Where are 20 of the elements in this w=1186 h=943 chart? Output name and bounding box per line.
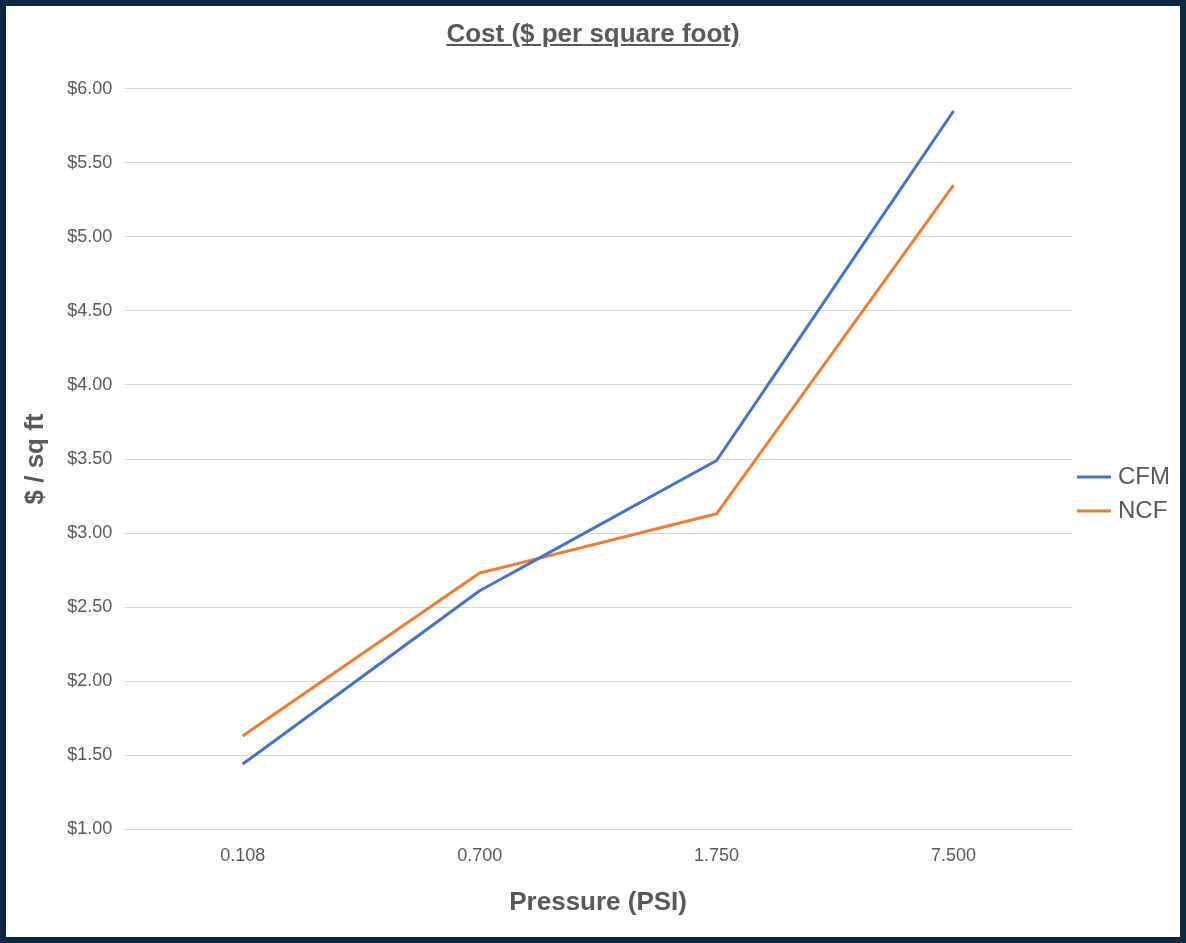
y-tick-label: $6.00 <box>67 77 113 98</box>
x-tick-label: 0.700 <box>457 844 503 865</box>
y-tick-label: $3.00 <box>67 522 113 543</box>
y-tick-label: $1.50 <box>67 744 113 765</box>
y-tick-label: $5.50 <box>67 151 113 172</box>
y-tick-label: $4.50 <box>67 299 113 320</box>
y-tick-label: $1.00 <box>67 818 113 839</box>
y-axis-title: $ / sq ft <box>18 413 49 505</box>
chart-title: Cost ($ per square foot) <box>445 18 741 49</box>
x-tick-label: 0.108 <box>220 844 266 865</box>
x-tick-label: 7.500 <box>931 844 977 865</box>
y-tick-label: $3.50 <box>67 447 113 468</box>
legend-label: CFM <box>1118 461 1170 489</box>
legend-label: NCF <box>1118 495 1168 523</box>
x-tick-label: 1.750 <box>694 844 740 865</box>
x-axis-title: Pressure (PSI) <box>509 885 687 916</box>
y-tick-label: $5.00 <box>67 225 113 246</box>
y-tick-label: $2.50 <box>67 596 113 617</box>
y-tick-label: $4.00 <box>67 373 113 394</box>
y-tick-label: $2.00 <box>67 670 113 691</box>
